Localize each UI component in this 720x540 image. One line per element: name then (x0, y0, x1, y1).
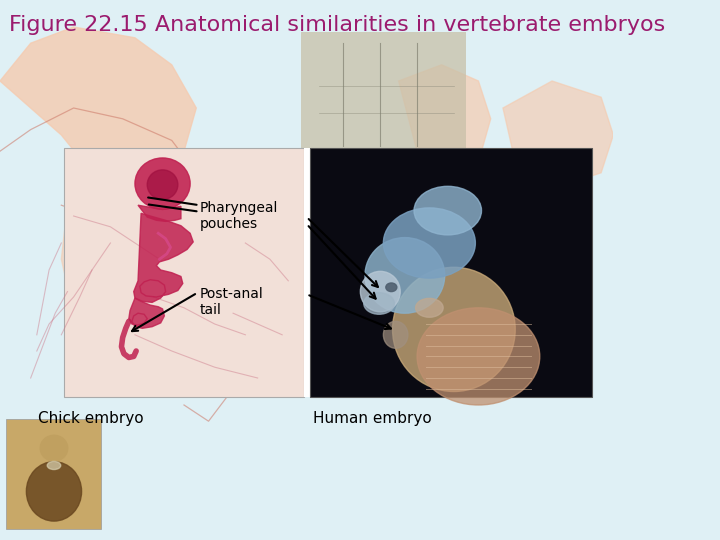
Text: Figure 22.15 Anatomical similarities in vertebrate embryos: Figure 22.15 Anatomical similarities in … (9, 15, 665, 35)
Ellipse shape (417, 308, 540, 405)
Ellipse shape (365, 238, 445, 313)
Polygon shape (134, 213, 193, 302)
Text: Human embryo: Human embryo (312, 411, 431, 427)
Ellipse shape (135, 158, 190, 209)
Ellipse shape (383, 321, 408, 348)
Ellipse shape (392, 267, 516, 392)
Ellipse shape (40, 435, 68, 461)
Polygon shape (61, 205, 122, 324)
Bar (300, 32, 466, 157)
Text: Pharyngeal
pouches: Pharyngeal pouches (199, 201, 278, 231)
Polygon shape (129, 298, 164, 328)
Bar (64, 148, 304, 397)
Bar (6, 418, 102, 529)
Polygon shape (0, 27, 197, 189)
Ellipse shape (27, 462, 81, 521)
Ellipse shape (147, 170, 178, 200)
Polygon shape (503, 81, 613, 189)
Ellipse shape (383, 208, 475, 278)
Polygon shape (399, 65, 491, 173)
Ellipse shape (361, 271, 400, 312)
Ellipse shape (386, 283, 397, 292)
Ellipse shape (364, 293, 395, 314)
Bar (304, 148, 310, 397)
Polygon shape (138, 205, 181, 221)
Ellipse shape (414, 186, 482, 235)
Ellipse shape (415, 298, 444, 317)
Bar (310, 148, 592, 397)
Text: Post-anal
tail: Post-anal tail (199, 287, 263, 318)
Ellipse shape (48, 461, 60, 469)
Text: Chick embryo: Chick embryo (38, 411, 144, 427)
